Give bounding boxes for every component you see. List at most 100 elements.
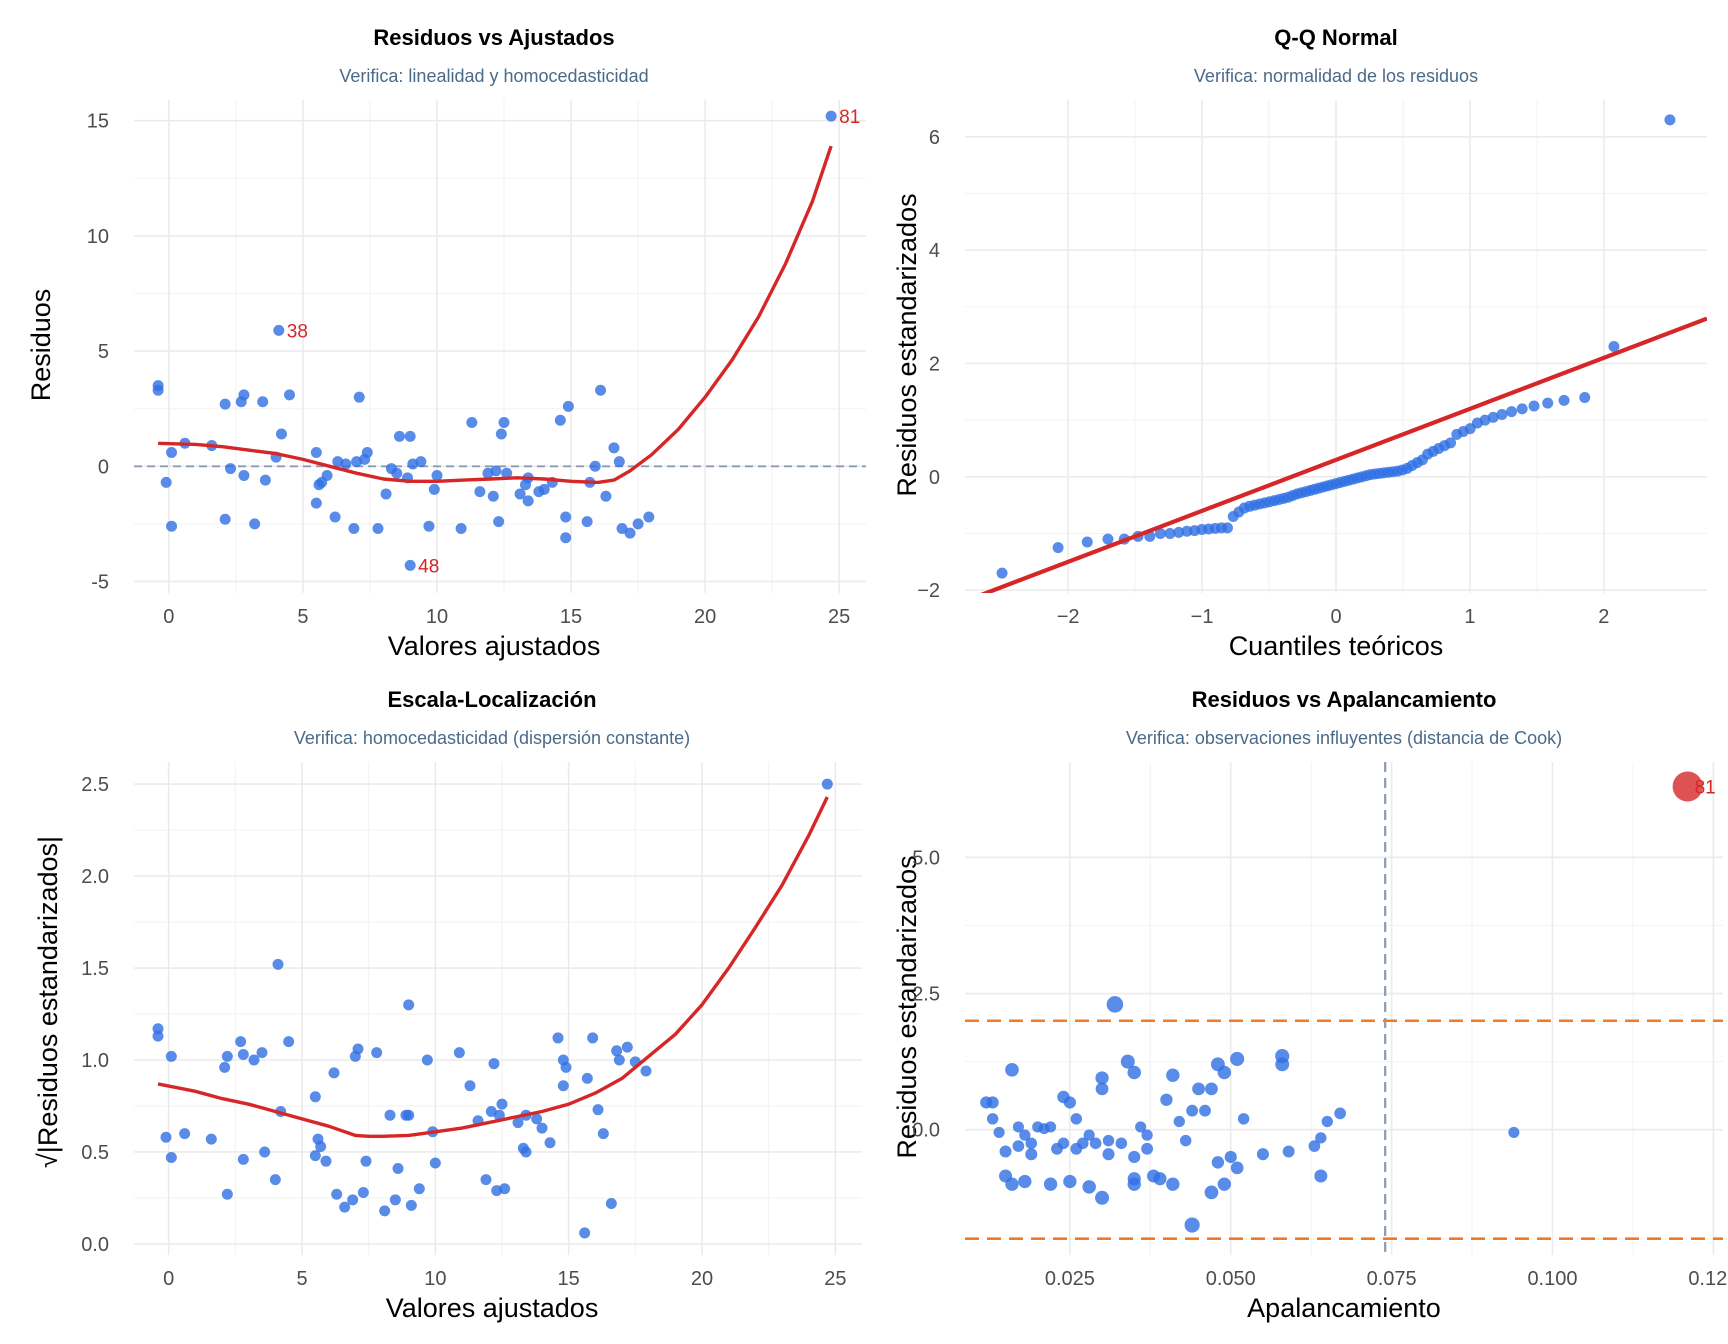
data-point [514,488,526,500]
scale-location-panel: Escala-Localización Verifica: homocedast… [33,687,862,1323]
data-point [392,1163,404,1175]
y-tick-label: -5 [91,571,109,593]
data-point [499,1183,511,1195]
data-point [496,1098,508,1110]
data-point [1141,1142,1154,1155]
data-point [1275,1049,1290,1064]
y-tick-label: 5 [98,341,109,363]
data-point [310,446,322,458]
data-point [600,490,612,502]
data-point [347,1194,359,1206]
data-point [1083,1129,1095,1141]
data-point [1153,1172,1167,1186]
data-point [616,522,628,534]
data-point [1315,1132,1327,1144]
data-point [597,1128,609,1140]
data-point [272,958,284,970]
data-point [579,1227,591,1239]
data-point [1528,400,1540,412]
data-point [284,389,296,401]
data-point [1186,1104,1199,1117]
data-point [237,1048,249,1060]
y-axis-label: √|Residuos estandarizados| [33,836,63,1168]
data-point [640,1065,652,1077]
x-tick-label: 0 [1330,606,1341,628]
data-point [490,465,502,477]
data-point [1095,1082,1109,1096]
data-point [321,470,333,482]
x-tick-label: 0.050 [1206,1268,1256,1290]
data-point [1106,996,1124,1013]
data-point [166,446,178,458]
data-point [1135,1121,1147,1133]
data-point [361,446,373,458]
data-point [1095,1190,1110,1205]
data-point [249,518,261,530]
y-tick-label: −2 [917,580,940,602]
data-point [1445,437,1457,449]
data-point [1115,1137,1128,1150]
data-point [1496,409,1508,420]
data-point [1164,528,1176,539]
data-point [560,1061,572,1073]
data-point [248,1054,260,1066]
data-point [1045,1121,1057,1133]
data-point [225,463,237,475]
x-tick-label: 10 [426,606,448,628]
x-tick-label: 5 [297,606,308,628]
data-point [309,1091,321,1103]
data-point [269,1174,281,1186]
x-tick-label: 2 [1598,606,1609,628]
point-label: 81 [839,107,860,128]
point-label: 38 [287,321,308,342]
x-axis-label: Cuantiles teóricos [1229,631,1444,661]
data-point [455,522,467,534]
data-point [353,391,365,403]
data-point [403,1109,415,1121]
data-point [581,1072,593,1084]
data-point [643,511,655,523]
data-point [238,389,250,401]
data-point [1012,1140,1025,1152]
panel-subtitle: Verifica: observaciones influyentes (dis… [1126,728,1562,748]
data-point [1166,1177,1180,1191]
y-axis-label: Residuos estandarizados [892,855,922,1158]
data-point [160,1131,172,1143]
data-point [1204,1185,1219,1200]
data-point [1487,411,1499,423]
x-axis-label: Apalancamiento [1247,1293,1441,1323]
data-point [1089,1137,1102,1150]
data-point [329,511,341,523]
data-point [165,1152,177,1164]
data-point [1192,1082,1205,1096]
data-point [1005,1062,1019,1077]
data-point [219,1061,231,1073]
x-tick-label: 20 [691,1268,713,1290]
data-point [464,1080,476,1092]
x-tick-label: 15 [560,606,582,628]
data-point [522,495,534,507]
y-tick-label: 0.5 [81,1142,109,1164]
data-point [474,486,486,498]
data-point [221,1188,233,1200]
qq-reference-line [980,316,1707,593]
data-point [1102,1134,1115,1147]
data-points [152,778,833,1239]
data-point [320,1155,332,1167]
y-tick-label: 0 [929,467,940,489]
y-tick-label: 15 [87,111,109,133]
y-tick-label: 5.0 [912,847,940,869]
y-tick-label: 4 [929,240,940,262]
data-point [520,1146,532,1158]
x-tick-label: 0.100 [1527,1268,1577,1290]
data-point [1334,1107,1346,1120]
data-point [259,1146,271,1158]
data-point [331,1188,343,1200]
data-point [310,497,322,509]
data-point [1081,536,1093,548]
data-point [495,428,507,440]
x-tick-label: 1 [1464,606,1475,628]
data-point [352,1043,364,1055]
y-tick-label: 2.0 [81,866,109,888]
